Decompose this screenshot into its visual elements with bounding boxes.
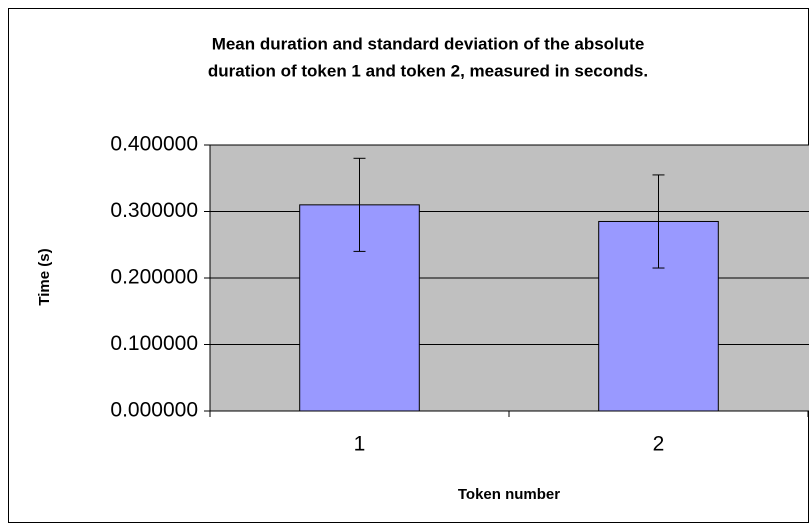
error-bar xyxy=(652,174,665,269)
y-tick-label: 0.400000 xyxy=(110,133,198,156)
y-tick-label: 0.100000 xyxy=(110,332,198,355)
chart-title: Mean duration and standard deviation of … xyxy=(212,34,645,53)
chart-title: duration of token 1 and token 2, measure… xyxy=(208,61,648,80)
y-tick-label: 0.000000 xyxy=(110,399,198,422)
x-tick-label: 2 xyxy=(653,433,665,456)
x-axis-label: Token number xyxy=(458,486,560,503)
x-tick-label: 1 xyxy=(354,433,366,456)
y-axis-label: Time (s) xyxy=(36,248,53,305)
y-tick-label: 0.300000 xyxy=(110,199,198,222)
error-bar xyxy=(353,157,366,252)
y-tick-label: 0.200000 xyxy=(110,266,198,289)
